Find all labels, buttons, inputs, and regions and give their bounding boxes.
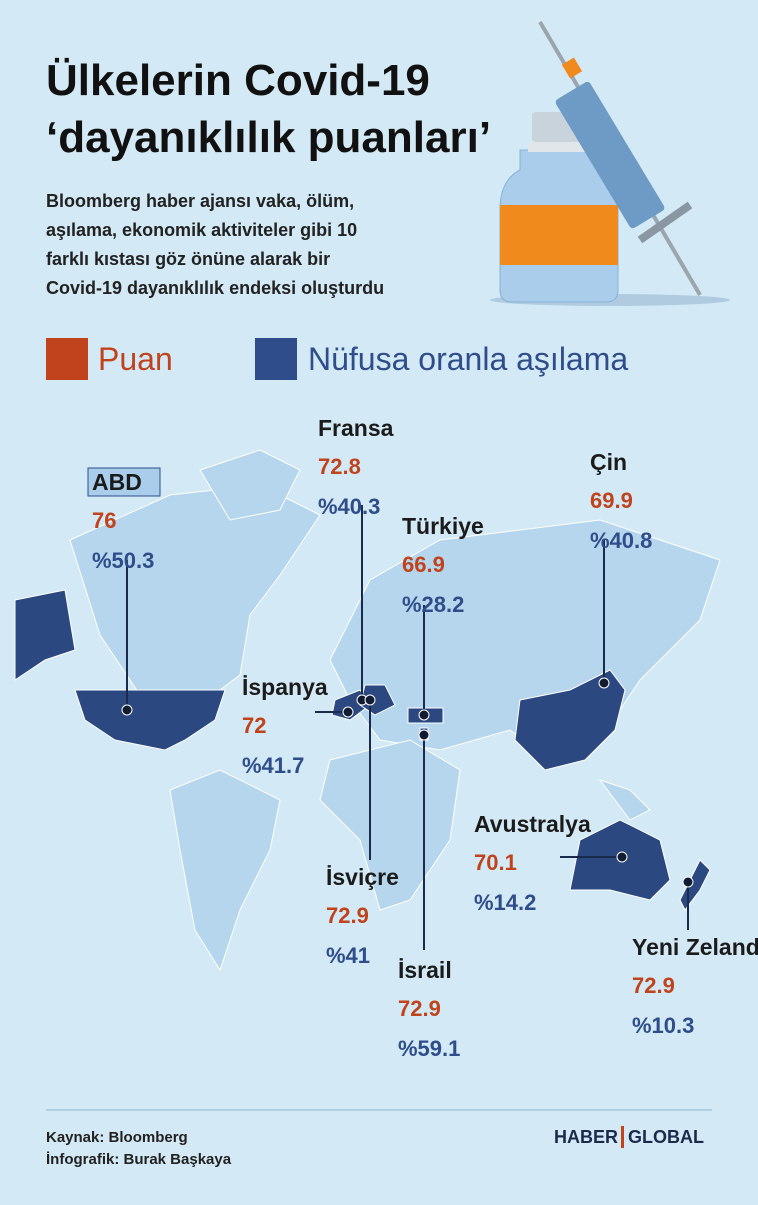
country-dot [616, 851, 628, 863]
vaccination: %14.2 [474, 890, 536, 915]
country-name: Fransa [318, 415, 394, 441]
score: 72 [242, 713, 266, 738]
score: 72.9 [632, 973, 675, 998]
legend-swatch [46, 338, 88, 380]
source: Kaynak: Bloomberg [46, 1129, 188, 1146]
vaccine-illustration [490, 20, 730, 306]
country-name: ABD [92, 469, 142, 495]
vaccination: %59.1 [398, 1036, 460, 1061]
vaccination: %41 [326, 943, 370, 968]
score: 72.9 [326, 903, 369, 928]
score: 69.9 [590, 488, 633, 513]
title: Ülkelerin Covid-19 [46, 56, 430, 105]
legend-swatch [255, 338, 297, 380]
country-name: Türkiye [402, 513, 484, 539]
score: 76 [92, 508, 116, 533]
country-name: İsrail [398, 957, 452, 983]
vaccination: %50.3 [92, 548, 154, 573]
legend-label: Nüfusa oranla aşılama [308, 341, 628, 377]
description: Covid-19 dayanıklılık endeksi oluşturdu [46, 278, 384, 298]
logo: HABER [554, 1127, 618, 1147]
description: aşılama, ekonomik aktiviteler gibi 10 [46, 220, 357, 240]
score: 66.9 [402, 552, 445, 577]
title: ‘dayanıklılık puanları’ [46, 113, 491, 162]
country-dot [598, 677, 610, 689]
description: Bloomberg haber ajansı vaka, ölüm, [46, 191, 354, 211]
country-dot [418, 729, 430, 741]
country-name: Yeni Zelanda [632, 934, 758, 960]
country-dot [418, 709, 430, 721]
country-dot [342, 706, 354, 718]
vaccination: %40.8 [590, 528, 652, 553]
world-map [14, 449, 721, 972]
label-box [87, 467, 161, 497]
country-name: İspanya [242, 674, 328, 700]
vaccination: %40.3 [318, 494, 380, 519]
description: farklı kıstası göz önüne alarak bir [46, 249, 330, 269]
country-name: Çin [590, 449, 627, 475]
country-dot [121, 704, 133, 716]
legend-label: Puan [98, 341, 173, 377]
score: 72.9 [398, 996, 441, 1021]
country-dot [364, 694, 376, 706]
country-name: Avustralya [474, 811, 591, 837]
logo: GLOBAL [628, 1127, 704, 1147]
country-dot [682, 876, 694, 888]
logo-bar [621, 1126, 624, 1148]
vaccination: %41.7 [242, 753, 304, 778]
author: İnfografik: Burak Başkaya [46, 1151, 232, 1168]
score: 70.1 [474, 850, 517, 875]
vaccination: %10.3 [632, 1013, 694, 1038]
vaccination: %28.2 [402, 592, 464, 617]
country-name: İsviçre [326, 864, 399, 890]
score: 72.8 [318, 454, 361, 479]
